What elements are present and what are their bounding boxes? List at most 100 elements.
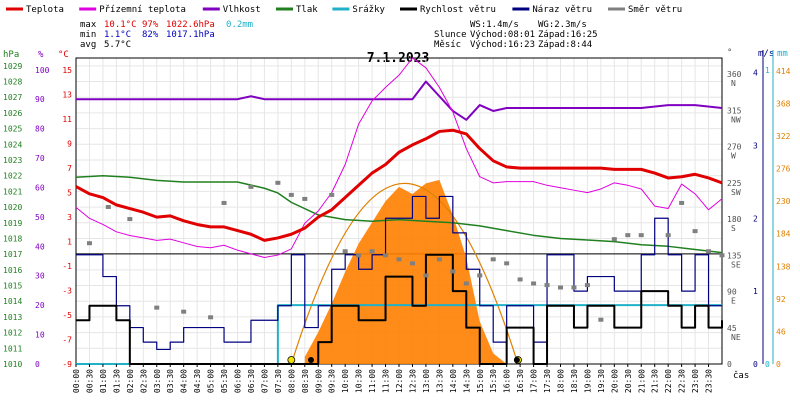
x-tick-label-9: 04:30 [193, 369, 202, 393]
pct-tick-10: 0 [35, 360, 40, 369]
x-tick-label-31: 15:30 [489, 369, 498, 393]
temp-tick-9: -3 [62, 287, 72, 296]
solar-tick-4: 230 [776, 197, 791, 206]
x-tick-label-13: 06:30 [247, 369, 256, 393]
temp-tick-12: -9 [62, 360, 72, 369]
hpa-tick-11: 1018 [3, 234, 22, 243]
x-tick-label-44: 22:00 [664, 369, 673, 393]
solar-tick-3: 276 [776, 165, 791, 174]
moonrise-marker [513, 357, 520, 363]
series-temperature [75, 128, 723, 242]
solar-tick-1: 368 [776, 99, 791, 108]
hpa-tick-13: 1016 [3, 266, 22, 275]
compass-label-2: W [731, 152, 736, 161]
x-tick-label-29: 14:30 [462, 369, 471, 393]
mm-tick-0: 1 [765, 66, 770, 75]
x-tick-label-2: 01:00 [99, 369, 108, 393]
temp-tick-2: 11 [62, 115, 72, 124]
deg-tick-6: 90 [727, 288, 737, 297]
wind-dir-point-7 [248, 184, 254, 189]
x-tick-label-47: 23:30 [705, 369, 714, 393]
solar-tick-5: 184 [776, 230, 791, 239]
x-tick-label-26: 13:00 [422, 369, 431, 393]
pct-tick-9: 10 [35, 331, 45, 340]
compass-label-1: NW [731, 115, 741, 124]
hpa-tick-0: 1029 [3, 62, 22, 71]
wind-dir-point-22 [477, 273, 483, 278]
hpa-tick-3: 1026 [3, 109, 22, 118]
wind-dir-point-36 [679, 200, 685, 205]
deg-tick-1: 315 [727, 106, 742, 115]
compass-label-0: N [731, 79, 736, 88]
series-humidity [76, 80, 723, 121]
pct-tick-5: 50 [35, 213, 45, 222]
stats-block: max 10.1°C 97% 1022.6hPa 0.2mm min 1.1°C… [80, 20, 598, 50]
ms-tick-4: 0 [753, 360, 758, 369]
stat-max-rain: 0.2mm [226, 20, 253, 30]
x-tick-label-19: 09:30 [328, 369, 337, 393]
wind-dir-point-17 [409, 261, 415, 266]
pct-tick-7: 30 [35, 272, 45, 281]
x-tick-label-25: 12:30 [408, 369, 417, 393]
wind-dir-point-39 [719, 253, 725, 258]
stat-max-press: 1022.6hPa [166, 20, 215, 30]
hpa-tick-8: 1021 [3, 187, 22, 196]
temp-tick-6: 3 [67, 213, 72, 222]
solar-tick-8: 46 [776, 327, 786, 336]
wind-dir-point-5 [208, 315, 214, 320]
stat-avg-label: avg [80, 40, 96, 50]
x-tick-label-10: 05:00 [207, 369, 216, 393]
compass-label-6: E [731, 297, 736, 306]
axis-unit-temp: °C [58, 50, 69, 60]
wind-dir-point-34 [638, 233, 644, 238]
stat-min-temp: 1.1°C [104, 30, 131, 40]
x-tick-label-41: 20:30 [624, 369, 633, 393]
hpa-tick-9: 1020 [3, 203, 22, 212]
temp-tick-10: -5 [62, 311, 72, 320]
legend-label-3: Tlak [296, 5, 318, 15]
wind-dir-point-15 [383, 253, 389, 258]
wind-dir-point-21 [463, 281, 469, 286]
deg-tick-5: 135 [727, 251, 742, 260]
x-tick-label-23: 11:30 [382, 369, 391, 393]
ms-tick-1: 3 [753, 141, 758, 150]
wind-dir-point-6 [221, 200, 227, 205]
hpa-tick-14: 1015 [3, 282, 22, 291]
chart-legend: Teplota Přízemní teplota Vlhkost Tlak Srážky… [6, 5, 682, 15]
deg-tick-2: 270 [727, 143, 742, 152]
solar-tick-2: 322 [776, 132, 791, 141]
series-ground-temp [75, 57, 723, 259]
solar-area [304, 179, 507, 364]
wind-dir-point-1 [105, 204, 111, 209]
stat-min-press: 1017.1hPa [166, 30, 215, 40]
sun-label: Slunce [434, 30, 467, 40]
pct-tick-3: 70 [35, 154, 45, 163]
moon-rise: Východ:16:23 [470, 40, 535, 50]
pct-tick-1: 90 [35, 95, 45, 104]
wind-dir-point-20 [450, 269, 456, 274]
x-tick-label-8: 04:00 [180, 369, 189, 393]
wind-dir-point-9 [288, 192, 294, 197]
x-tick-label-37: 18:30 [570, 369, 579, 393]
axis-unit-ms: m/s [758, 49, 774, 59]
x-tick-label-1: 00:30 [85, 369, 94, 393]
stat-max-temp: 10.1°C [104, 20, 137, 30]
wind-speed-stat: WS:1.4m/s [470, 20, 519, 30]
legend-label-7: Směr větru [628, 5, 682, 15]
x-tick-label-43: 21:30 [651, 369, 660, 393]
x-tick-label-7: 03:30 [166, 369, 175, 393]
wind-dir-point-23 [490, 257, 496, 262]
x-tick-label-14: 07:00 [260, 369, 269, 393]
wind-dir-point-28 [558, 285, 563, 290]
axis-unit-deg: ° [727, 48, 732, 58]
wind-dir-point-0 [86, 241, 92, 246]
wind-dir-point-33 [625, 233, 631, 238]
x-tick-label-18: 09:00 [314, 369, 323, 393]
wind-dir-point-2 [127, 217, 133, 222]
x-tick-label-3: 01:30 [112, 369, 121, 393]
solar-tick-6: 138 [776, 262, 791, 271]
x-tick-label-40: 20:00 [610, 369, 619, 393]
wind-dir-point-37 [692, 229, 698, 234]
wind-dir-point-24 [504, 261, 510, 266]
